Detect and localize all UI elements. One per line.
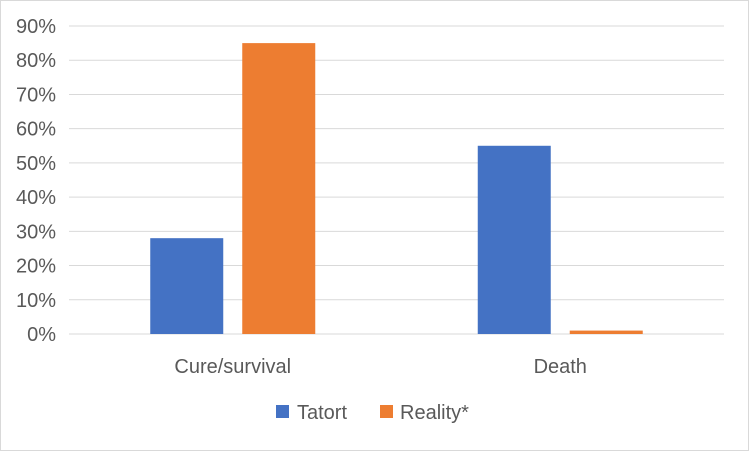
bar-tatort-cure-survival: [150, 238, 224, 334]
bar-reality-cure-survival: [242, 43, 316, 334]
bars: [150, 43, 643, 334]
y-tick-label: 0%: [27, 324, 56, 346]
x-axis: Cure/survival Death: [174, 356, 587, 378]
y-tick-label: 60%: [16, 119, 56, 141]
y-tick-label: 50%: [16, 153, 56, 175]
y-axis: 0% 10% 20% 30% 40% 50% 60% 70% 80% 90%: [16, 16, 56, 346]
x-category-label: Death: [534, 356, 587, 378]
y-tick-label: 40%: [16, 187, 56, 209]
legend-swatch: [276, 405, 289, 418]
legend-label: Tatort: [297, 402, 347, 424]
y-tick-label: 70%: [16, 84, 56, 106]
y-tick-label: 20%: [16, 256, 56, 278]
legend-label: Reality*: [400, 402, 469, 424]
legend: Tatort Reality*: [276, 402, 469, 424]
y-tick-label: 80%: [16, 50, 56, 72]
legend-swatch: [380, 405, 393, 418]
bar-tatort-death: [477, 145, 551, 334]
y-tick-label: 90%: [16, 16, 56, 38]
y-tick-label: 30%: [16, 221, 56, 243]
x-category-label: Cure/survival: [174, 356, 291, 378]
bar-reality-death: [569, 330, 643, 334]
y-tick-label: 10%: [16, 290, 56, 312]
